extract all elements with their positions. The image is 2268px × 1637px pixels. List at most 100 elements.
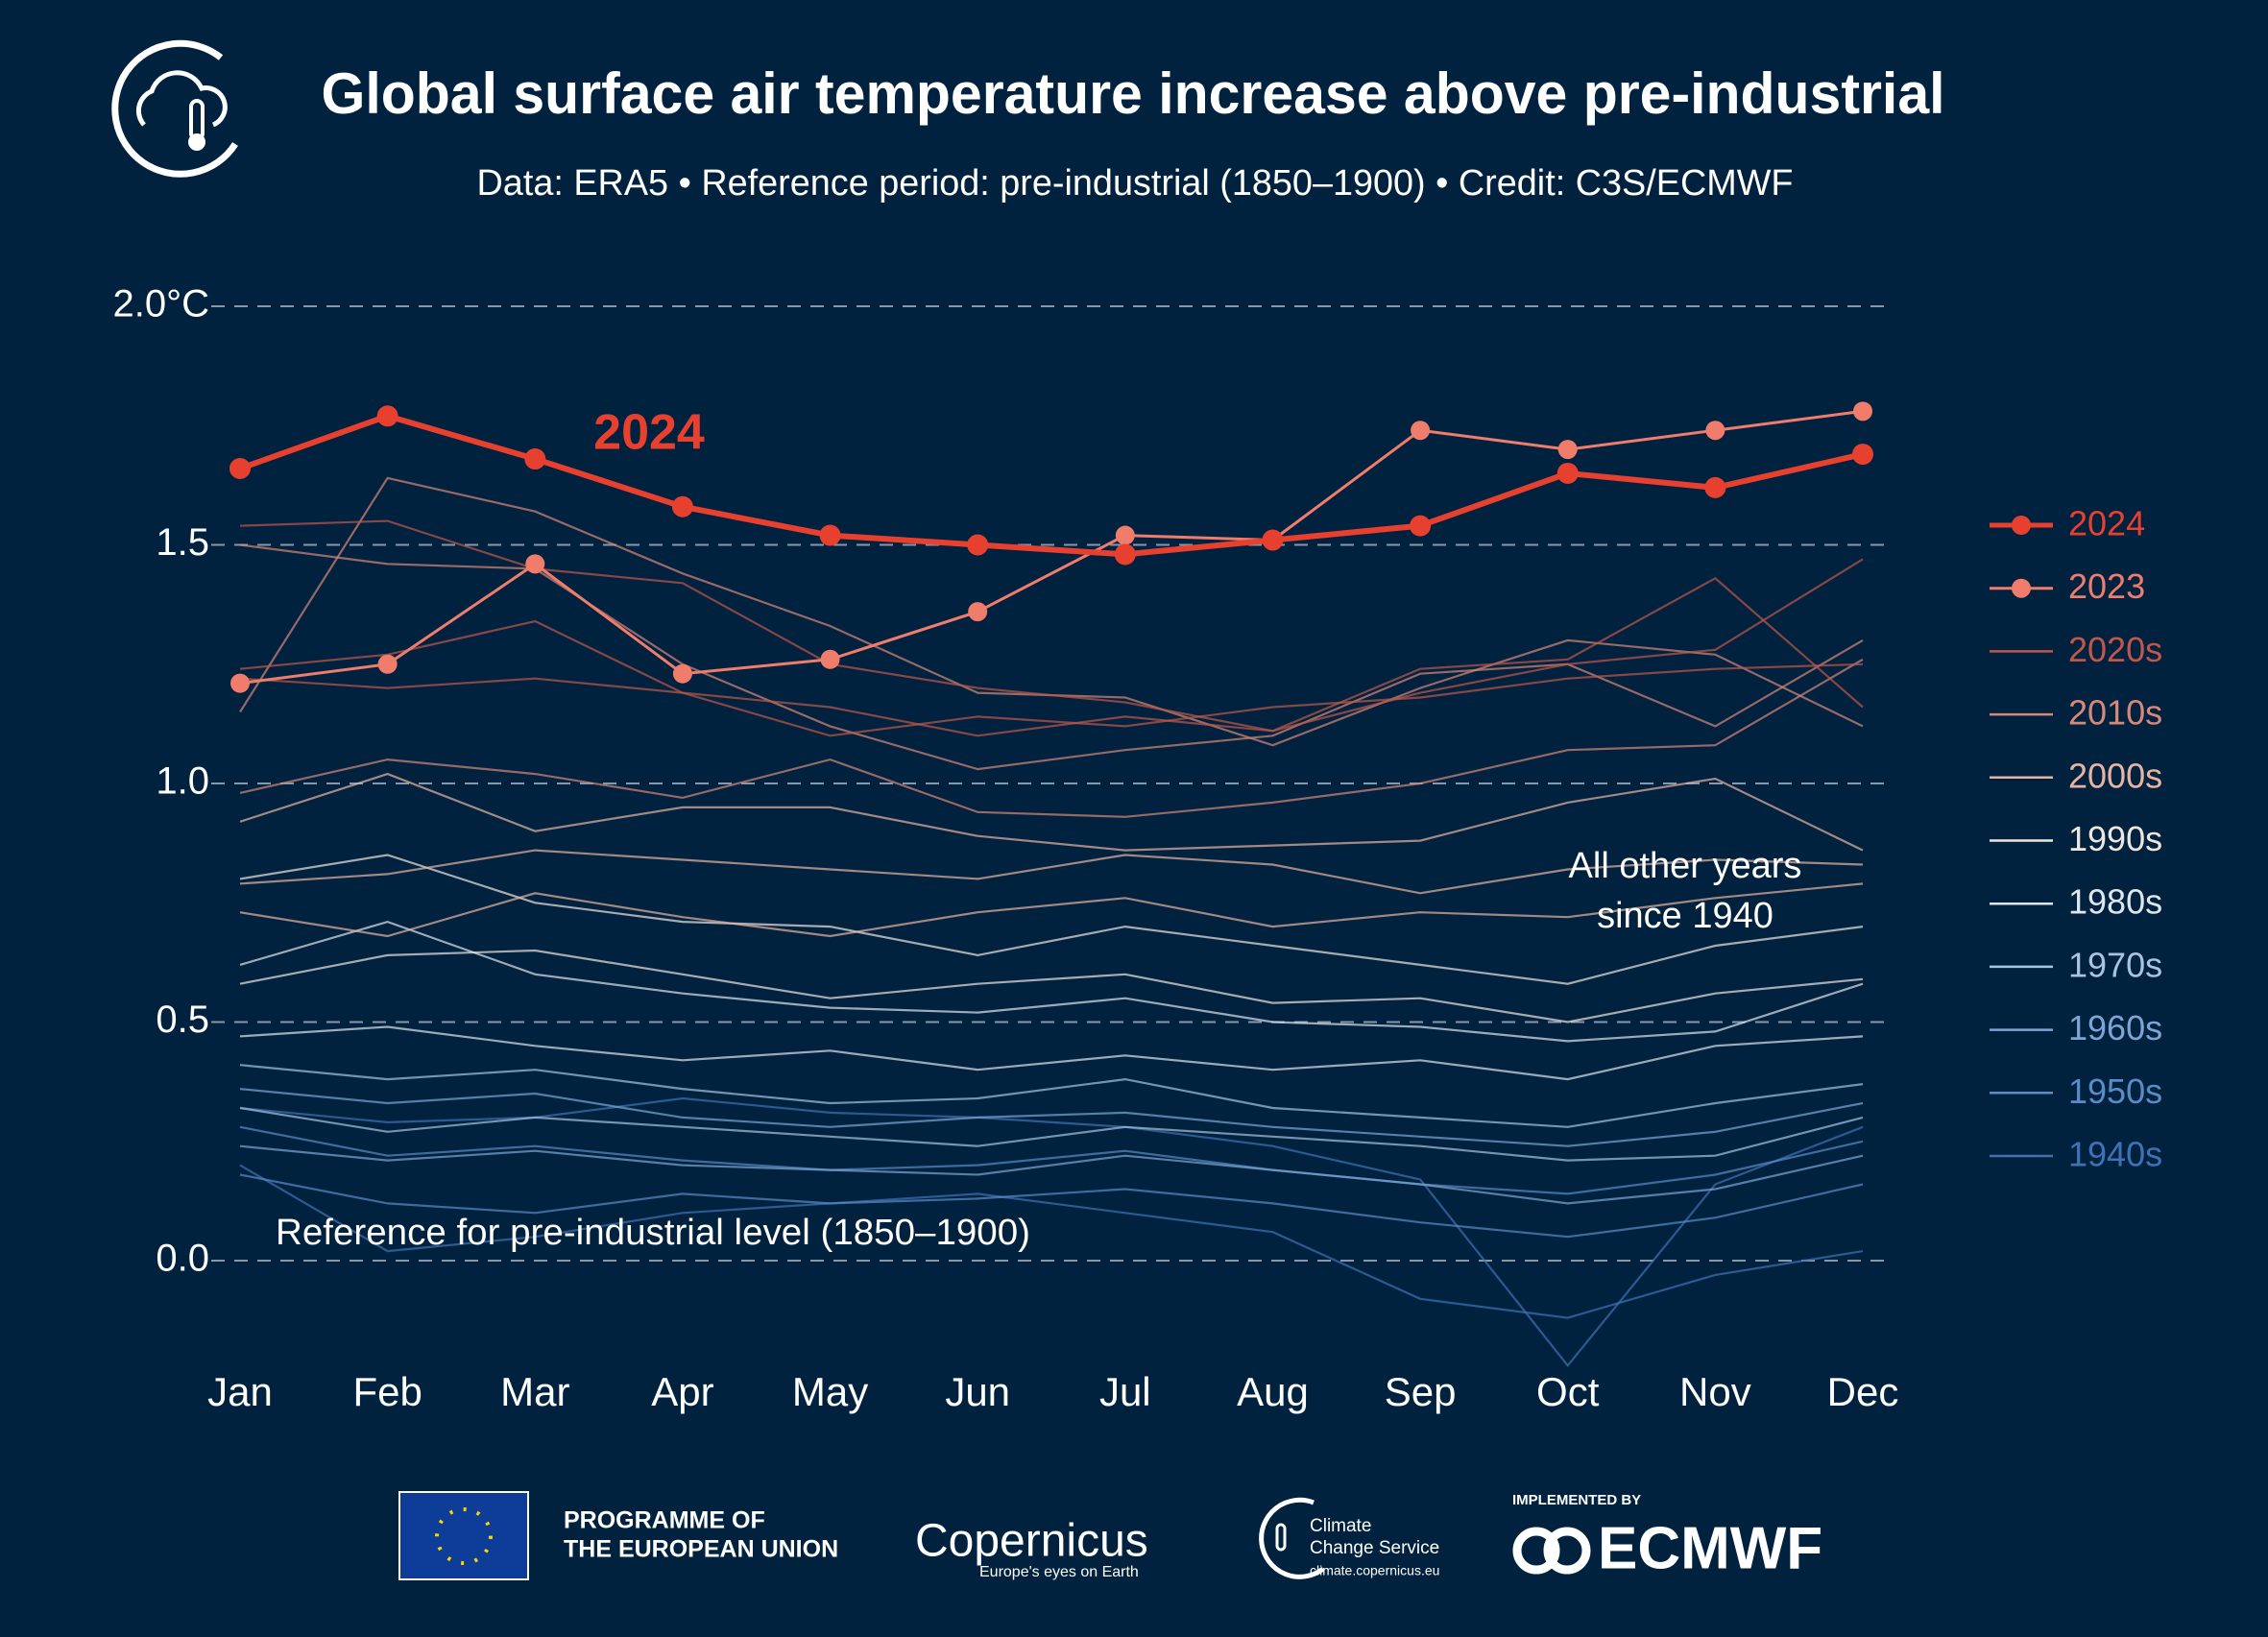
decade-line (239, 920, 1864, 1043)
c3s-text: Climate (1310, 1516, 1371, 1536)
decade-line (239, 772, 1864, 852)
legend-label: 1970s (2068, 945, 2162, 984)
c3s-logo (111, 39, 238, 178)
legend-marker (2012, 578, 2031, 598)
year-marker (1262, 529, 1284, 551)
decade-line (239, 1096, 1864, 1368)
chart-subtitle: Data: ERA5 • Reference period: pre-indus… (477, 163, 1794, 204)
decade-line (239, 849, 1864, 895)
chart-title: Global surface air temperature increase … (322, 61, 1945, 126)
year-marker (376, 405, 398, 427)
legend-label: 2023 (2068, 566, 2145, 606)
year-marker (1704, 476, 1726, 498)
legend-label: 2000s (2068, 756, 2162, 795)
legend-label: 2010s (2068, 693, 2162, 733)
decade-line (239, 1144, 1864, 1205)
decade-line (239, 1164, 1864, 1319)
eu-text: THE EUROPEAN UNION (564, 1536, 838, 1563)
decade-line (239, 662, 1864, 737)
decade-line (239, 543, 1864, 771)
implemented-by: IMPLEMENTED BY (1512, 1492, 1641, 1508)
y-tick-label: 0.5 (156, 999, 209, 1041)
year-marker (1114, 543, 1136, 566)
year-marker (1410, 515, 1432, 537)
year-line (239, 409, 1864, 686)
c3s-text: Change Service (1310, 1538, 1439, 1558)
legend-label: 1990s (2068, 819, 2162, 858)
ecmwf-icon (1512, 1527, 1591, 1575)
x-tick-label: Oct (1536, 1369, 1600, 1414)
year-marker (1411, 421, 1431, 441)
year-marker (1853, 401, 1872, 421)
x-tick-label: Aug (1237, 1369, 1309, 1414)
year-marker (1115, 525, 1135, 545)
x-tick-label: Mar (500, 1369, 569, 1414)
decade-line (239, 854, 1864, 985)
decade-line (239, 882, 1864, 938)
eu-stars (435, 1507, 493, 1565)
annotation-other-years: All other years (1569, 846, 1802, 886)
decade-line (239, 1125, 1864, 1195)
year-line (238, 413, 1864, 558)
copernicus-tagline: Europe's eyes on Earth (979, 1564, 1139, 1580)
year-marker (1852, 444, 1873, 466)
decade-line (239, 658, 1864, 818)
year-marker (1556, 462, 1579, 484)
year-marker (1705, 421, 1725, 441)
decade-line (239, 519, 1864, 733)
year-marker (1557, 440, 1578, 460)
decade-line (239, 1064, 1864, 1128)
legend-label: 1940s (2068, 1135, 2162, 1174)
decade-line (239, 558, 1864, 737)
x-tick-label: Nov (1679, 1369, 1751, 1414)
y-tick-label: 1.5 (156, 521, 209, 564)
legend-marker (2012, 516, 2031, 535)
year-marker (230, 673, 250, 693)
annotation-2024: 2024 (593, 405, 705, 461)
legend: 2024 2023 2020s 2010s 2000s 1990s 1980s 1970s 19… (1990, 504, 2162, 1174)
x-tick-label: Jan (207, 1369, 273, 1414)
y-tick-label: 2.0°C (113, 283, 210, 325)
year-marker (524, 448, 546, 470)
x-tick-label: Dec (1827, 1369, 1899, 1414)
legend-label: 2024 (2068, 504, 2145, 543)
footer: PROGRAMME OF THE EUROPEAN UNION Copernic… (398, 1491, 1822, 1581)
y-tick-label: 0.0 (156, 1238, 209, 1280)
c3s-small-logo (1259, 1497, 1325, 1579)
legend-label: 2020s (2068, 630, 2162, 669)
decade-line (239, 1088, 1864, 1147)
legend-label: 1950s (2068, 1071, 2162, 1111)
year-marker (672, 663, 692, 684)
year-marker (671, 495, 693, 518)
copernicus-logo: Copernicus (915, 1516, 1148, 1567)
decade-line (239, 949, 1864, 1023)
eu-text: PROGRAMME OF (564, 1507, 765, 1534)
c3s-small-logo (1275, 1523, 1287, 1552)
x-tick-label: Feb (352, 1369, 422, 1414)
year-marker (819, 524, 841, 546)
annotation-other-years: since 1940 (1597, 896, 1773, 936)
x-tick-label: May (792, 1369, 868, 1414)
plot-area (211, 305, 1890, 1368)
eu-flag (398, 1491, 529, 1580)
x-tick-label: Jul (1099, 1369, 1151, 1414)
c3s-url: climate.copernicus.eu (1310, 1563, 1439, 1578)
ecmwf-logo: ECMWF (1598, 1515, 1822, 1581)
decade-line (239, 1106, 1864, 1162)
year-marker (820, 649, 840, 669)
decade-line (239, 1025, 1864, 1081)
year-marker (229, 457, 251, 479)
x-tick-label: Apr (651, 1369, 713, 1414)
y-tick-label: 1.0 (156, 760, 209, 803)
legend-label: 1960s (2068, 1008, 2162, 1047)
year-marker (525, 554, 545, 574)
decade-line (239, 1173, 1864, 1239)
annotation-reference: Reference for pre-industrial level (1850… (276, 1213, 1030, 1253)
x-tick-label: Jun (945, 1369, 1010, 1414)
x-tick-label: Sep (1385, 1369, 1457, 1414)
legend-label: 1980s (2068, 882, 2162, 922)
